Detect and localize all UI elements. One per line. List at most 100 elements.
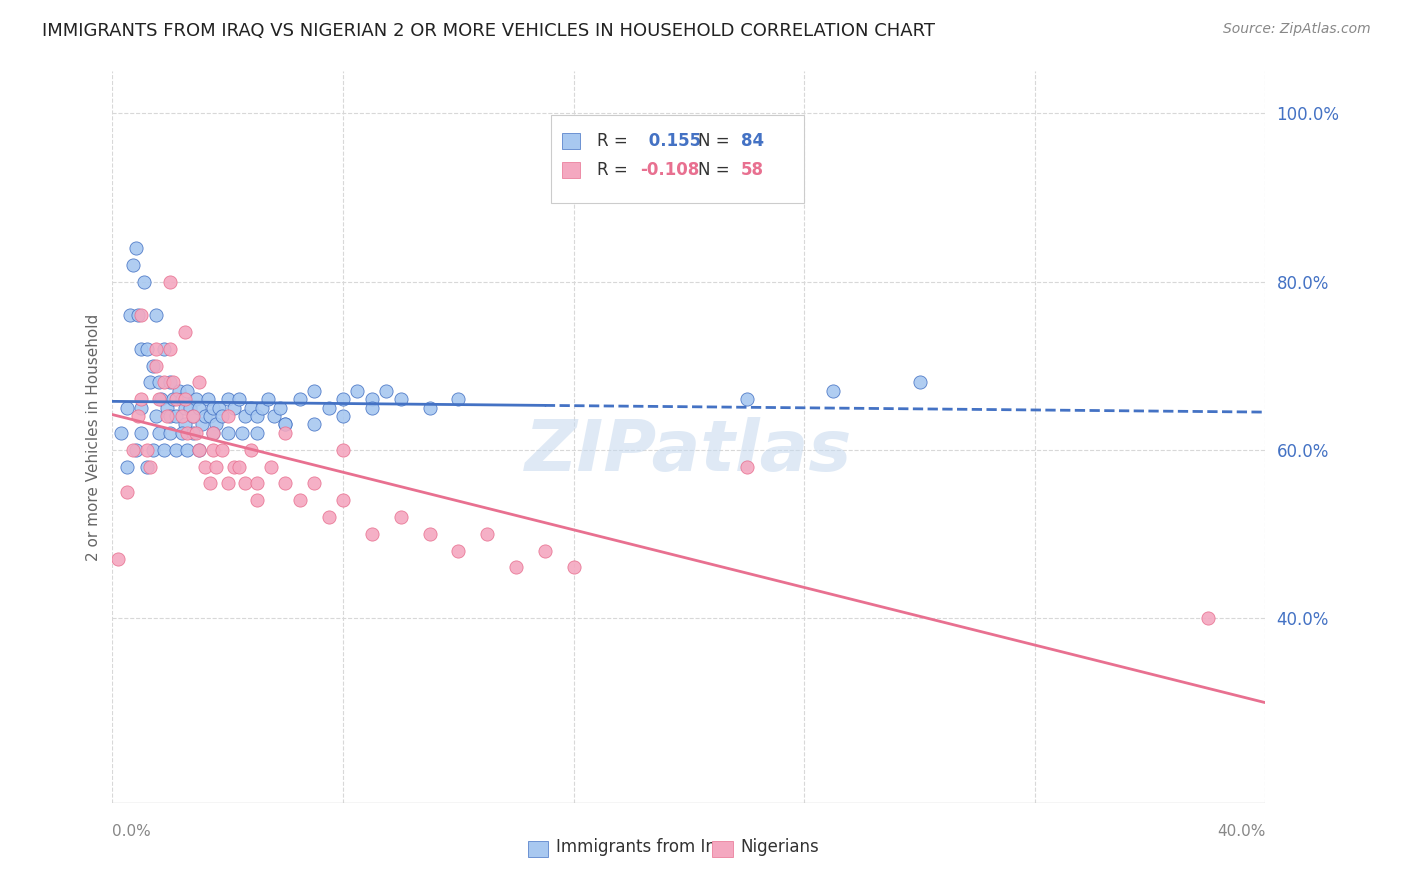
Point bbox=[239, 442, 262, 457]
Point bbox=[129, 401, 153, 415]
Point bbox=[153, 376, 176, 390]
Point bbox=[173, 392, 195, 407]
Point bbox=[211, 409, 233, 423]
Text: 58: 58 bbox=[741, 161, 763, 179]
Point bbox=[148, 376, 170, 390]
Point bbox=[188, 442, 211, 457]
Point bbox=[159, 376, 181, 390]
Point bbox=[194, 409, 217, 423]
FancyBboxPatch shape bbox=[562, 162, 579, 178]
Text: Nigerians: Nigerians bbox=[741, 838, 820, 855]
Point bbox=[145, 409, 167, 423]
Point bbox=[179, 401, 201, 415]
Point bbox=[260, 459, 283, 474]
Point bbox=[136, 442, 159, 457]
Point bbox=[389, 510, 412, 524]
Point bbox=[318, 510, 340, 524]
Point bbox=[389, 392, 412, 407]
FancyBboxPatch shape bbox=[551, 115, 804, 203]
Text: -0.108: -0.108 bbox=[641, 161, 700, 179]
Point bbox=[170, 425, 193, 440]
Point bbox=[735, 392, 758, 407]
Point bbox=[115, 459, 138, 474]
Point bbox=[332, 493, 354, 508]
Point bbox=[194, 459, 217, 474]
Point bbox=[156, 409, 179, 423]
Text: 84: 84 bbox=[741, 132, 763, 150]
Point bbox=[360, 392, 382, 407]
Point bbox=[274, 425, 297, 440]
Point bbox=[375, 384, 398, 398]
Point bbox=[148, 392, 170, 407]
Point bbox=[231, 425, 253, 440]
Point bbox=[181, 409, 204, 423]
Point bbox=[217, 476, 239, 491]
Point bbox=[534, 543, 557, 558]
Point bbox=[263, 409, 285, 423]
Point bbox=[246, 425, 269, 440]
Point bbox=[129, 342, 153, 356]
Point bbox=[217, 409, 239, 423]
Point bbox=[188, 401, 211, 415]
FancyBboxPatch shape bbox=[562, 133, 579, 149]
Point bbox=[124, 241, 146, 255]
Point bbox=[148, 425, 170, 440]
Point bbox=[304, 417, 326, 432]
Point bbox=[176, 425, 198, 440]
Point bbox=[188, 376, 211, 390]
Point bbox=[170, 409, 193, 423]
Point bbox=[274, 476, 297, 491]
Point bbox=[197, 392, 219, 407]
Point bbox=[304, 384, 326, 398]
Point bbox=[145, 308, 167, 322]
Point bbox=[246, 409, 269, 423]
Point bbox=[735, 459, 758, 474]
Point bbox=[159, 409, 181, 423]
Point bbox=[124, 442, 146, 457]
Point bbox=[475, 526, 499, 541]
Point bbox=[246, 493, 269, 508]
Point bbox=[121, 258, 143, 272]
Point bbox=[233, 476, 256, 491]
Point bbox=[208, 401, 231, 415]
Text: 0.0%: 0.0% bbox=[112, 824, 152, 838]
Point bbox=[136, 342, 159, 356]
Point bbox=[274, 417, 297, 432]
Point bbox=[202, 401, 225, 415]
Text: 0.155: 0.155 bbox=[643, 132, 702, 150]
FancyBboxPatch shape bbox=[527, 841, 548, 857]
Point bbox=[159, 425, 181, 440]
Point bbox=[222, 401, 245, 415]
Point bbox=[129, 392, 153, 407]
Point bbox=[191, 417, 214, 432]
Point bbox=[246, 476, 269, 491]
Point bbox=[121, 442, 143, 457]
Point bbox=[360, 401, 382, 415]
Point bbox=[447, 392, 470, 407]
Point bbox=[173, 325, 195, 339]
Text: N =: N = bbox=[699, 161, 735, 179]
Text: Source: ZipAtlas.com: Source: ZipAtlas.com bbox=[1223, 22, 1371, 37]
Point bbox=[159, 342, 181, 356]
Point bbox=[134, 275, 156, 289]
Point bbox=[202, 425, 225, 440]
Point bbox=[184, 392, 207, 407]
Point bbox=[202, 425, 225, 440]
Point bbox=[228, 392, 250, 407]
Point bbox=[288, 493, 311, 508]
Point bbox=[110, 425, 132, 440]
Y-axis label: 2 or more Vehicles in Household: 2 or more Vehicles in Household bbox=[86, 313, 101, 561]
Point bbox=[318, 401, 340, 415]
Point bbox=[233, 409, 256, 423]
Point bbox=[173, 417, 195, 432]
Point bbox=[139, 459, 162, 474]
Point bbox=[188, 442, 211, 457]
Point bbox=[257, 392, 280, 407]
Point bbox=[332, 409, 354, 423]
Point bbox=[269, 401, 291, 415]
Point bbox=[562, 560, 585, 574]
Point bbox=[346, 384, 368, 398]
Point bbox=[505, 560, 527, 574]
Point bbox=[176, 442, 198, 457]
Point bbox=[165, 392, 187, 407]
